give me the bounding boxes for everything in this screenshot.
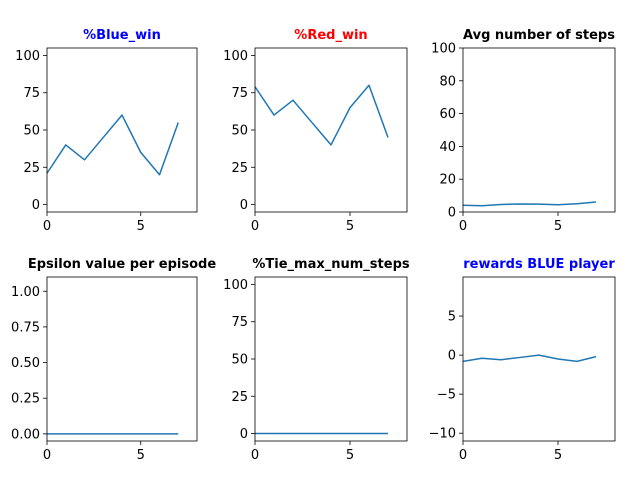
y-tick-label: 0.75 xyxy=(11,320,40,335)
x-tick-label: 5 xyxy=(554,448,562,463)
y-tick-label: −10 xyxy=(429,427,456,442)
y-tick-label: 5 xyxy=(448,310,456,325)
y-tick-label: 0 xyxy=(448,206,456,221)
y-tick-label: 0 xyxy=(240,427,248,442)
y-tick-label: 50 xyxy=(23,124,40,139)
subplot-3: Avg number of steps 0 5 0 20 40 60 80 100 xyxy=(431,28,616,234)
subplot-title: Avg number of steps xyxy=(463,28,615,43)
y-tick-label: 25 xyxy=(231,161,248,176)
series-line-1 xyxy=(46,114,179,176)
subplot-4: Epsilon value per episode 0 5 0.00 0.25 0.50 0… xyxy=(11,257,216,463)
y-tick-label: 0 xyxy=(448,349,456,364)
y-tick-label: 100 xyxy=(15,49,40,64)
y-tick-label: 0.25 xyxy=(11,392,40,407)
axes-frame xyxy=(462,276,616,442)
y-tick-label: 75 xyxy=(231,86,248,101)
y-tick-label: 75 xyxy=(23,86,40,101)
y-tick-label: 80 xyxy=(439,74,456,89)
x-tick-label: 0 xyxy=(43,219,51,234)
y-tick-label: 0 xyxy=(32,198,40,213)
subplot-title: Epsilon value per episode xyxy=(28,257,216,272)
y-tick-label: 25 xyxy=(231,390,248,405)
subplot-title: %Tie_max_num_steps xyxy=(252,257,410,272)
y-tick-label: 40 xyxy=(439,140,456,155)
y-tick-label: −5 xyxy=(437,388,456,403)
y-tick-label: 75 xyxy=(231,315,248,330)
x-tick-label: 0 xyxy=(251,219,259,234)
x-tick-label: 5 xyxy=(346,219,354,234)
x-tick-label: 0 xyxy=(459,219,467,234)
x-tick-label: 5 xyxy=(554,219,562,234)
y-tick-label: 100 xyxy=(431,42,456,57)
subplot-title: %Blue_win xyxy=(83,28,161,43)
subplot-title: %Red_win xyxy=(294,28,367,43)
y-tick-label: 50 xyxy=(231,353,248,368)
y-tick-label: 50 xyxy=(231,124,248,139)
x-tick-label: 5 xyxy=(137,448,145,463)
x-tick-label: 5 xyxy=(137,219,145,234)
axes-frame xyxy=(462,47,616,213)
y-tick-label: 0.50 xyxy=(11,356,40,371)
x-tick-label: 0 xyxy=(251,448,259,463)
series-line-1 xyxy=(462,354,597,363)
y-tick-label: 60 xyxy=(439,107,456,122)
y-tick-label: 100 xyxy=(223,49,248,64)
x-tick-label: 0 xyxy=(43,448,51,463)
series-line-1 xyxy=(254,84,389,146)
axes-frame xyxy=(46,276,198,442)
x-tick-label: 5 xyxy=(346,448,354,463)
y-tick-label: 0 xyxy=(240,198,248,213)
x-tick-label: 0 xyxy=(459,448,467,463)
y-tick-label: 25 xyxy=(23,161,40,176)
subplot-6: rewards BLUE player 0 5 −10 −5 0 5 xyxy=(429,257,616,463)
y-tick-label: 1.00 xyxy=(11,285,40,300)
subplot-title: rewards BLUE player xyxy=(463,257,615,272)
series-line-1 xyxy=(462,201,597,207)
y-tick-label: 0.00 xyxy=(11,427,40,442)
y-tick-label: 20 xyxy=(439,173,456,188)
y-tick-label: 100 xyxy=(223,278,248,293)
